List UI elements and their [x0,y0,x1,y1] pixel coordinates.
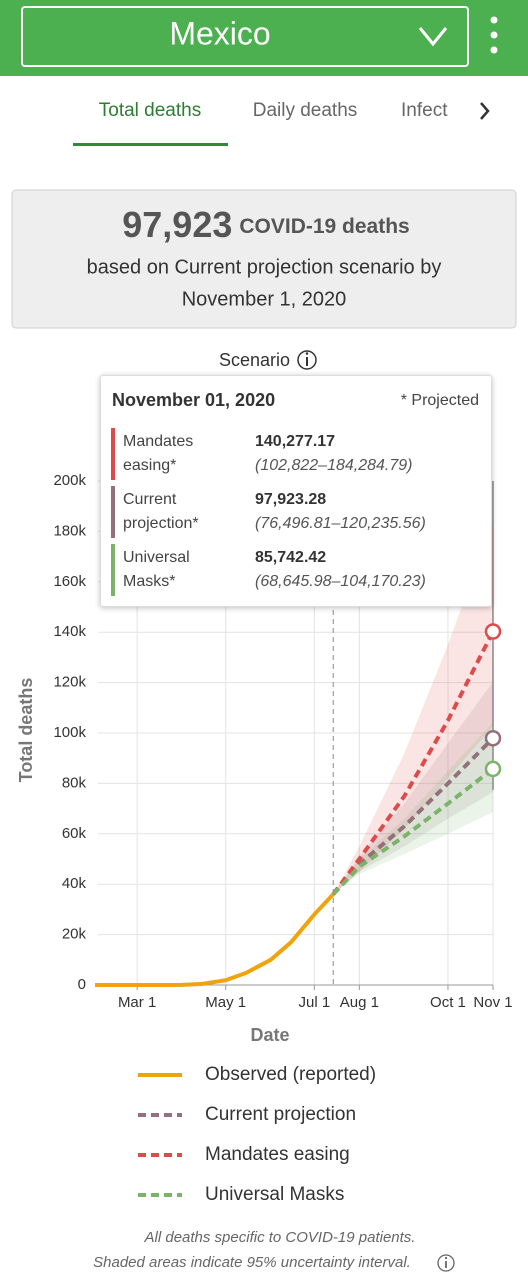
tab-scroll[interactable] [480,102,490,120]
end-point [484,729,502,747]
series-line [331,767,495,896]
tooltip-swatch [111,544,115,596]
tooltip-values: 97,923.28 (76,496.81–120,235.56) [255,488,426,536]
tab[interactable]: Infect [401,100,448,121]
end-point [484,623,502,640]
y-tick-label: 100k [53,724,86,741]
tooltip-name: Mandates easing* [123,433,194,474]
tooltip-value: 85,742.42 [255,549,327,566]
series-line [95,892,335,987]
y-tick-label: 160k [53,573,86,590]
tooltip-name: Current projection* [123,491,199,532]
tooltip-value: 97,923.28 [255,491,327,508]
legend-label: Observed (reported) [205,1064,376,1085]
tooltip: November 01, 2020 * Projected Mandates e… [100,375,492,607]
x-tick-label: Mar 1 [118,994,156,1011]
tooltip-note: * Projected [400,392,479,409]
summary-text: November 1, 2020 [182,288,347,310]
end-point [484,760,502,778]
legend-label: Mandates easing [205,1144,350,1165]
y-tick-label: 80k [62,774,87,791]
summary-value: 97,923 [122,204,232,245]
scenario-label: Scenario [219,350,290,370]
tooltip-value: 140,277.17 [255,433,336,450]
footnote: All deaths specific to COVID-19 patients… [144,1229,416,1246]
series-line [331,630,495,896]
x-tick-label: May 1 [205,994,246,1011]
summary-card [11,189,517,329]
y-axis-title: Total deaths [16,678,36,783]
dropdown-icon[interactable] [418,27,448,47]
country-name: Mexico [169,15,270,51]
tab-bar [0,76,528,148]
summary-unit: COVID-19 deaths [239,215,409,238]
tab[interactable]: Daily deaths [253,100,358,121]
summary-headline: 97,923 COVID-19 deaths [122,204,410,245]
summary-text: based on Current projection scenario by [87,256,442,278]
x-axis-title: Date [250,1025,289,1045]
y-tick-label: 120k [53,674,86,691]
country-select[interactable] [21,6,469,67]
tooltip-swatch [111,486,115,538]
tooltip-range: (102,822–184,284.79) [255,457,413,474]
menu-icon[interactable] [490,16,498,54]
tooltip-row: Mandates easing* 140,277.17 (102,822–184,2… [111,428,481,480]
x-tick-label: Aug 1 [340,994,379,1011]
tab[interactable]: Total deaths [99,100,201,121]
tooltip-values: 85,742.42 (68,645.98–104,170.23) [255,546,426,594]
tooltip-date: November 01, 2020 [112,390,276,410]
legend-label: Universal Masks [205,1184,344,1205]
footnote: Shaded areas indicate 95% uncertainty in… [93,1254,411,1271]
y-tick-label: 0 [78,976,86,993]
y-tick-label: 180k [53,522,86,539]
y-tick-label: 200k [53,472,86,489]
tooltip-range: (76,496.81–120,235.56) [255,515,426,532]
y-tick-label: 20k [62,926,87,943]
x-tick-label: Nov 1 [473,994,512,1011]
x-tick-label: Oct 1 [430,994,466,1011]
tooltip-row: Current projection* 97,923.28 (76,496.81–1… [111,486,481,538]
tooltip-swatch [111,428,115,480]
legend-label: Current projection [205,1104,356,1125]
y-tick-label: 140k [53,623,86,640]
tooltip-row: Universal Masks* 85,742.42 (68,645.98–104,… [111,544,481,596]
uncertainty-band [333,520,493,895]
app-bar [0,0,528,76]
info-icon[interactable] [297,350,317,370]
tooltip-range: (68,645.98–104,170.23) [255,573,426,590]
chart: 0 20k 40k 60k 80k 100k 120k 140k 160k 180k 200k Mar… [16,472,513,1205]
tab-indicator [73,143,228,146]
y-tick-label: 60k [62,825,87,842]
x-tick-label: Jul 1 [298,994,330,1011]
tooltip-name: Universal Masks* [123,549,190,590]
tooltip-values: 140,277.17 (102,822–184,284.79) [255,430,412,478]
info-icon[interactable] [437,1254,455,1272]
y-tick-label: 40k [62,875,87,892]
